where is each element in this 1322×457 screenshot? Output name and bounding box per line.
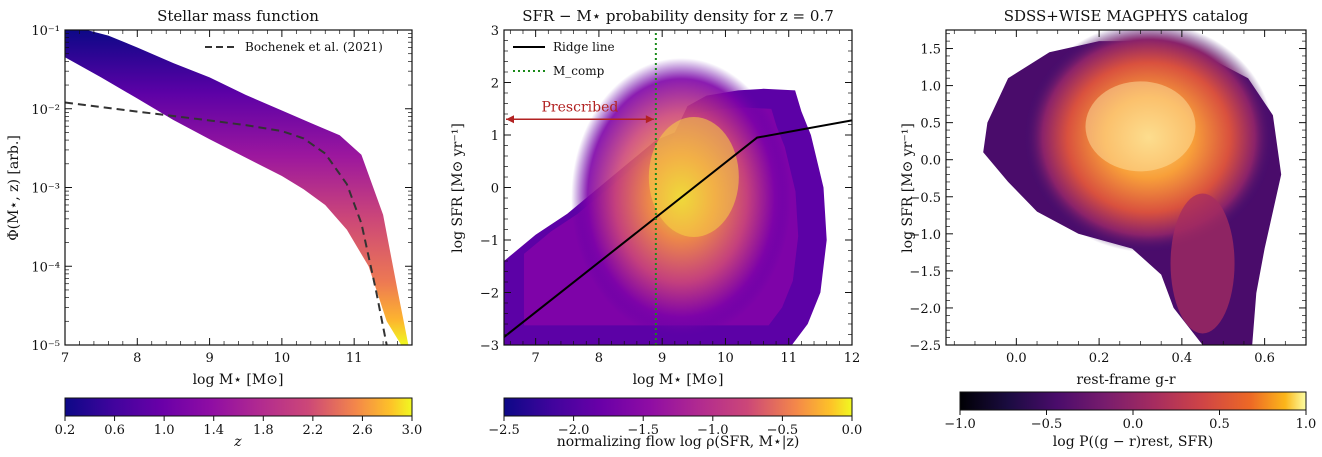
colorbar-tick-label-1.8: 1.8	[253, 423, 274, 438]
colorbar-flow	[503, 397, 853, 417]
colorbar-flow-label: normalizing flow log ρ(SFR, M⋆|z)	[557, 434, 800, 450]
colorbar-tick-label-2: −1.5	[627, 423, 659, 438]
colorbar-catalog-ticks: −1.0 −0.5 0.0 0.5 1.0	[944, 410, 1316, 432]
colorbar-tick-label-4: 1.0	[1296, 417, 1317, 432]
colorbar-tick-label-0.6: 0.6	[104, 423, 125, 438]
panel-b-xlabel: log M⋆ [M⊙]	[633, 372, 724, 388]
colorbar-tick-label-1: −2.0	[558, 423, 590, 438]
colorbar-tick-label-1.0: 1.0	[154, 423, 175, 438]
colorbar-tick-label-3.0: 3.0	[402, 423, 423, 438]
catalog-density-tail	[1170, 193, 1235, 334]
catalog-density-peak	[1085, 81, 1196, 172]
x-tick-label-10: 10	[274, 351, 291, 366]
ridge-line	[504, 119, 852, 338]
x-tick-label-12: 12	[844, 351, 861, 366]
prescribed-arrowhead-right	[645, 115, 654, 124]
panel-stellar-mass-function: Stellar mass function 7 8 9 10 11 10⁻⁵ 10⁻⁴ 10⁻…	[6, 7, 422, 450]
panel-a-ticks: 7 8 9 10 11 10⁻⁵ 10⁻⁴ 10⁻³ 10⁻² 10⁻¹	[31, 24, 413, 366]
x-tick-label-7: 7	[531, 351, 539, 366]
panel-b-title: SFR − M⋆ probability density for z = 0.7	[522, 7, 834, 25]
colorbar-tick-label-1.4: 1.4	[203, 423, 224, 438]
y-tick-label-7: 1.0	[920, 80, 941, 95]
panel-b-legend: Ridge line M_comp	[513, 40, 615, 78]
legend-bochenek: Bochenek et al. (2021)	[245, 40, 383, 54]
colorbar-tick-label-4: −0.5	[767, 423, 799, 438]
colorbar-tick-label-2: 0.0	[1123, 417, 1144, 432]
panel-a-ylabel: Φ(M⋆, z) [arb.]	[6, 135, 22, 241]
x-tick-label-9: 9	[658, 351, 666, 366]
x-tick-label-7: 7	[61, 351, 69, 366]
x-tick-label-0.0: 0.0	[1006, 351, 1027, 366]
y-tick-label-10⁻³: 10⁻³	[31, 182, 60, 197]
colorbar-catalog	[959, 391, 1307, 411]
y-tick-label-6: 0.5	[920, 117, 941, 132]
y-tick-label-10⁻¹: 10⁻¹	[31, 24, 60, 39]
prescribed-arrowhead-left	[506, 115, 514, 124]
panel-c-ylabel: log SFR [M⊙ yr⁻¹]	[900, 123, 916, 253]
y-tick-label-3: −1.0	[909, 228, 941, 243]
x-tick-label-11: 11	[346, 351, 363, 366]
colorbar-tick-label-1: −0.5	[1031, 417, 1063, 432]
colorbar-tick-label-3: −1.0	[697, 423, 729, 438]
x-tick-label-0.6: 0.6	[1254, 351, 1275, 366]
y-tick-label-5: 0.0	[920, 154, 941, 169]
y-tick-label-4: 1	[491, 129, 499, 144]
y-tick-label-10⁻²: 10⁻²	[31, 103, 60, 118]
panel-sdss-wise-catalog: SDSS+WISE MAGPHYS catalog 0.0 0.2 0.4 0.6 −2…	[900, 7, 1316, 450]
y-tick-label-10⁻⁴: 10⁻⁴	[31, 260, 60, 275]
x-tick-label-0.4: 0.4	[1172, 351, 1193, 366]
colorbar-z-label: z	[233, 434, 242, 450]
y-tick-label-1: −2.0	[909, 302, 941, 317]
panel-a-legend: Bochenek et al. (2021)	[205, 40, 383, 54]
colorbar-tick-label-0: −1.0	[944, 417, 976, 432]
colorbar-tick-label-5: 0.0	[842, 423, 863, 438]
bochenek-dashed-line	[65, 101, 388, 345]
panel-c-ticks: 0.0 0.2 0.4 0.6 −2.5 −2.0 −1.5 −1.0 −0.5 0.0 0.5 1.…	[909, 30, 1306, 366]
panel-b-plot-area: Prescribed	[504, 30, 852, 345]
legend-mcomp-label: M_comp	[553, 64, 605, 78]
x-tick-label-9: 9	[205, 351, 213, 366]
colorbar-z	[64, 397, 413, 417]
panel-a-plot-area	[65, 30, 409, 345]
y-tick-label-1: −2	[480, 287, 499, 302]
panel-a-xlabel: log M⋆ [M⊙]	[193, 372, 284, 388]
colorbar-flow-ticks: −2.5 −2.0 −1.5 −1.0 −0.5 0.0	[488, 416, 862, 438]
prescribed-label: Prescribed	[542, 99, 619, 115]
x-tick-label-0.2: 0.2	[1089, 351, 1110, 366]
colorbar-catalog-label: log P((g − r)rest, SFR)	[1053, 434, 1213, 450]
y-tick-label-0: −3	[480, 339, 499, 354]
panel-c-plot-area	[983, 30, 1282, 345]
panel-sfr-mass-density: SFR − M⋆ probability density for z = 0.7…	[450, 7, 862, 450]
y-tick-label-3: 0	[491, 182, 499, 197]
colorbar-tick-label-3: 0.5	[1209, 417, 1230, 432]
x-tick-label-8: 8	[133, 351, 141, 366]
z-band	[65, 30, 409, 345]
colorbar-tick-label-0.2: 0.2	[55, 423, 76, 438]
y-tick-label-6: 3	[491, 24, 499, 39]
y-tick-label-4: −0.5	[909, 191, 941, 206]
panel-c-frame	[945, 29, 1307, 346]
y-tick-label-5: 2	[491, 77, 499, 92]
y-tick-label-0: −2.5	[909, 339, 941, 354]
panel-a-title: Stellar mass function	[157, 7, 319, 25]
colorbar-z-ticks: 0.2 0.6 1.0 1.4 1.8 2.2 2.6 3.0	[55, 416, 423, 438]
y-tick-label-8: 1.5	[920, 43, 941, 58]
panel-c-xlabel: rest-frame g-r	[1076, 372, 1175, 388]
colorbar-tick-label-2.6: 2.6	[352, 423, 373, 438]
x-tick-label-11: 11	[780, 351, 797, 366]
panel-b-ylabel: log SFR [M⊙ yr⁻¹]	[450, 123, 466, 253]
y-tick-label-10⁻⁵: 10⁻⁵	[31, 339, 60, 354]
density-peak	[648, 117, 739, 237]
panel-c-title: SDSS+WISE MAGPHYS catalog	[1004, 7, 1249, 25]
colorbar-tick-label-0: −2.5	[488, 423, 520, 438]
colorbar-tick-label-2.2: 2.2	[303, 423, 324, 438]
legend-ridge-label: Ridge line	[553, 40, 615, 54]
y-tick-label-2: −1.5	[909, 265, 941, 280]
y-tick-label-2: −1	[480, 234, 499, 249]
x-tick-label-8: 8	[595, 351, 603, 366]
x-tick-label-10: 10	[717, 351, 734, 366]
